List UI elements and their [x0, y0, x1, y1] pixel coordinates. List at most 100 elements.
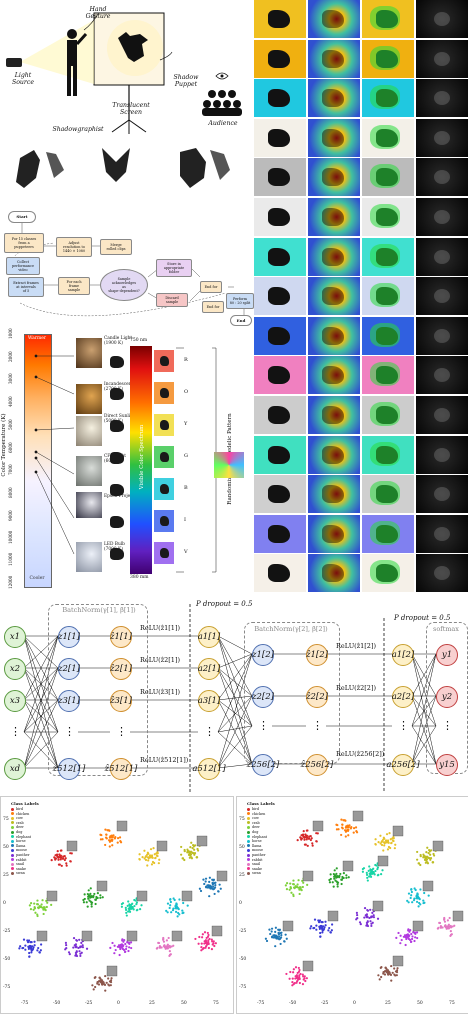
- tsne-point: [135, 903, 138, 906]
- shadow-silhouette: [160, 420, 169, 430]
- tsne-point: [54, 857, 58, 860]
- tsne-point: [96, 982, 99, 985]
- tsne-point: [396, 967, 399, 970]
- tsne-point: [296, 883, 299, 886]
- tsne-point: [279, 937, 282, 940]
- tsne-point: [304, 843, 307, 846]
- tsne-point: [389, 973, 393, 977]
- tsne-point: [272, 936, 275, 939]
- tsne-point: [366, 915, 369, 919]
- rainbow-letter: R: [184, 357, 188, 363]
- tsne-point: [291, 980, 294, 984]
- tsne-point: [92, 988, 95, 991]
- tsne-point: [383, 844, 386, 847]
- tsne-point: [304, 979, 307, 983]
- tsne-point: [101, 896, 104, 899]
- tsne-point: [22, 938, 26, 941]
- tsne-point: [205, 940, 208, 944]
- gradient-mask: [434, 368, 450, 383]
- heatmap-tile: [416, 39, 468, 78]
- legend-item: crab: [247, 821, 260, 825]
- tsne-point: [182, 901, 185, 905]
- z2-node: z2[2]: [252, 686, 274, 708]
- network-edge: [411, 653, 437, 697]
- legend-label: snail: [252, 862, 261, 867]
- tsne-point: [160, 946, 163, 949]
- tsne-point: [102, 981, 105, 984]
- tsne-point: [169, 900, 172, 904]
- tile-silhouette: [268, 168, 290, 187]
- tsne-point: [36, 913, 39, 916]
- tsne-thumbnail: [342, 860, 354, 872]
- tsne-point: [270, 930, 273, 933]
- tsne-thumbnail: [116, 820, 128, 832]
- tsne-point: [212, 940, 215, 943]
- hand-shadow-sketches: [0, 138, 250, 200]
- ellipsis-dots: ⋮: [64, 725, 75, 738]
- heatmap-tile: [362, 118, 414, 157]
- tsne-point: [419, 863, 422, 867]
- heatmap-tile: [308, 118, 360, 157]
- saliency-overlay: [370, 402, 400, 426]
- tsne-point: [61, 857, 64, 860]
- tsne-point: [169, 904, 172, 907]
- tsne-point: [64, 941, 68, 945]
- flow-adjust: Adjust resolution to 1440 × 1080: [56, 237, 92, 257]
- saliency-overlay: [370, 322, 400, 347]
- tsne-point: [451, 925, 454, 928]
- tsne-point: [410, 937, 414, 941]
- tsne-point: [65, 862, 68, 865]
- label-shadow-puppet: Shadow Puppet: [173, 74, 199, 88]
- tsne-point: [150, 863, 154, 866]
- tsne-point: [208, 937, 211, 941]
- tsne-point: [207, 940, 210, 944]
- tsne-point: [168, 944, 171, 948]
- z2-node: z256[2]: [247, 754, 279, 776]
- tsne-point: [335, 872, 338, 875]
- tsne-point: [50, 903, 53, 906]
- tsne-point: [212, 882, 215, 885]
- tsne-point: [389, 846, 392, 850]
- batchnorm-label-1: BatchNorm(γ[1], β[1]): [62, 606, 136, 614]
- network-edge: [411, 695, 437, 727]
- tsne-point: [146, 864, 149, 867]
- tsne-point: [410, 888, 413, 891]
- tsne-point: [298, 968, 301, 972]
- legend-label: bird: [252, 807, 260, 811]
- tsne-point: [22, 946, 25, 950]
- heatmap-tile: [362, 158, 414, 197]
- legend-label: deer: [16, 825, 24, 830]
- tsne-point: [390, 841, 393, 844]
- heatmap-tile: [308, 396, 360, 434]
- tsne-point: [339, 872, 342, 876]
- heatmap-tile: [416, 514, 468, 553]
- heatmap-tile: [254, 198, 306, 236]
- tsne-point: [344, 826, 348, 829]
- tsne-thumbnail: [302, 960, 314, 972]
- tsne-point: [117, 944, 121, 947]
- tsne-point: [416, 850, 419, 854]
- tsne-point: [149, 848, 153, 851]
- tsne-point: [341, 827, 344, 830]
- flow-end-for-a: End for: [200, 281, 222, 293]
- tsne-point: [147, 859, 150, 862]
- tsne-point: [158, 858, 161, 861]
- visible-spectrum-bar: [130, 346, 152, 574]
- tsne-point: [416, 892, 419, 895]
- heatmap-tile: [362, 356, 414, 395]
- tsne-ytick: 25: [239, 873, 245, 878]
- legend-label: panther: [16, 853, 30, 857]
- tsne-point: [81, 944, 84, 947]
- a1-node: a2[1]: [198, 658, 220, 680]
- tsne-point: [425, 851, 428, 854]
- tsne-point: [380, 843, 384, 847]
- legend-dot: [247, 848, 250, 852]
- heatmap-tile: [362, 39, 414, 78]
- legend-dot: [11, 839, 14, 843]
- tsne-point: [166, 947, 169, 950]
- saliency-overlay: [370, 441, 400, 466]
- tsne-point: [294, 966, 298, 969]
- tsne-point: [126, 941, 129, 944]
- tsne-point: [297, 970, 301, 973]
- tsne-point: [170, 911, 173, 914]
